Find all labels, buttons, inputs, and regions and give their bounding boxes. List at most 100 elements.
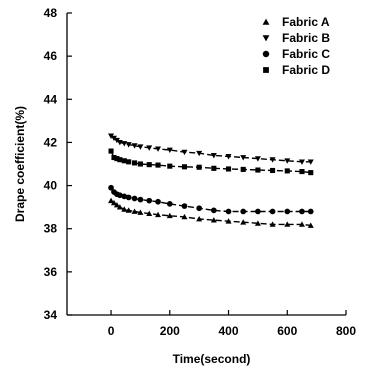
data-point: [137, 161, 143, 167]
data-point: [181, 149, 188, 156]
data-point: [146, 162, 152, 168]
data-point: [146, 210, 153, 217]
data-point: [117, 192, 123, 199]
data-point: [114, 156, 120, 162]
y-tick-label: 42: [44, 135, 58, 149]
x-tick-label: 200: [160, 324, 180, 338]
legend-marker: [262, 18, 270, 25]
data-point: [121, 141, 128, 147]
data-point: [210, 152, 217, 159]
data-point: [269, 157, 276, 163]
data-point: [211, 165, 217, 171]
data-point: [113, 201, 120, 208]
data-point: [117, 157, 123, 163]
data-point: [131, 195, 138, 202]
data-point: [196, 150, 203, 157]
data-point: [108, 148, 114, 154]
data-marks: [108, 133, 314, 228]
data-point: [166, 212, 173, 219]
legend-marker: [263, 67, 269, 73]
data-point: [108, 184, 114, 191]
data-point: [210, 217, 217, 223]
data-point: [121, 158, 127, 164]
data-point: [269, 221, 276, 227]
data-point: [121, 206, 128, 212]
y-tick-label: 48: [44, 6, 58, 20]
data-point: [240, 208, 247, 215]
legend-label: Fabric C: [282, 47, 330, 61]
data-point: [110, 135, 117, 142]
data-point: [113, 137, 120, 144]
data-point: [284, 168, 290, 174]
data-point: [240, 155, 247, 161]
legend-label: Fabric A: [282, 15, 330, 29]
data-point: [308, 170, 314, 176]
series-fabric-c: [108, 184, 314, 215]
x-tick-label: 400: [219, 324, 239, 338]
data-point: [125, 194, 132, 201]
data-point: [307, 159, 314, 165]
data-point: [166, 147, 173, 153]
data-point: [307, 222, 314, 228]
data-point: [116, 140, 123, 146]
data-point: [131, 160, 138, 166]
data-point: [298, 159, 305, 165]
x-tick-label: 600: [277, 324, 297, 338]
data-point: [181, 164, 188, 170]
data-point: [196, 205, 203, 212]
data-point: [225, 218, 232, 224]
data-point: [254, 156, 261, 162]
data-point: [307, 208, 314, 215]
data-point: [225, 154, 232, 160]
series-fit-line: [110, 135, 311, 163]
data-point: [254, 220, 261, 226]
data-point: [108, 133, 115, 139]
data-point: [284, 158, 291, 164]
series-fabric-d: [108, 148, 314, 176]
data-point: [155, 146, 162, 152]
legend-label: Fabric B: [282, 31, 330, 45]
data-point: [137, 144, 144, 150]
data-point: [131, 208, 138, 214]
data-point: [270, 167, 276, 174]
data-point: [255, 167, 261, 173]
series-fabric-b: [108, 133, 314, 165]
data-point: [146, 145, 153, 151]
tick-labels: 34 36 38 40 42 44 46 48 0 200 400 600 800: [44, 6, 357, 338]
data-point: [181, 203, 188, 209]
data-point: [155, 162, 161, 168]
data-point: [210, 207, 217, 214]
data-point: [155, 198, 161, 205]
x-tick-label: 0: [108, 324, 115, 338]
data-point: [167, 163, 173, 169]
data-point: [225, 208, 232, 215]
data-point: [146, 197, 153, 204]
data-point: [299, 208, 305, 215]
data-point: [196, 216, 203, 222]
data-point: [125, 142, 132, 148]
y-tick-label: 40: [44, 179, 58, 193]
data-point: [284, 208, 291, 215]
legend: Fabric A Fabric B Fabric C Fabric D: [262, 15, 330, 77]
data-point: [284, 221, 291, 227]
data-point: [121, 193, 128, 200]
data-point: [131, 143, 138, 149]
data-point: [255, 208, 261, 215]
y-tick-label: 34: [44, 308, 58, 322]
data-point: [111, 154, 117, 161]
legend-marker: [262, 35, 270, 42]
data-point: [137, 209, 144, 215]
x-axis-label: Time(second): [173, 352, 251, 366]
data-point: [166, 201, 173, 207]
data-point: [108, 197, 115, 204]
data-point: [298, 221, 305, 227]
data-point: [299, 169, 305, 175]
data-point: [125, 207, 132, 213]
data-point: [269, 208, 276, 215]
legend-marker: [262, 50, 270, 58]
data-point: [155, 211, 162, 218]
legend-label: Fabric D: [282, 63, 330, 77]
data-point: [137, 196, 144, 203]
y-axis-label: Drape coefficient(%): [13, 106, 27, 222]
